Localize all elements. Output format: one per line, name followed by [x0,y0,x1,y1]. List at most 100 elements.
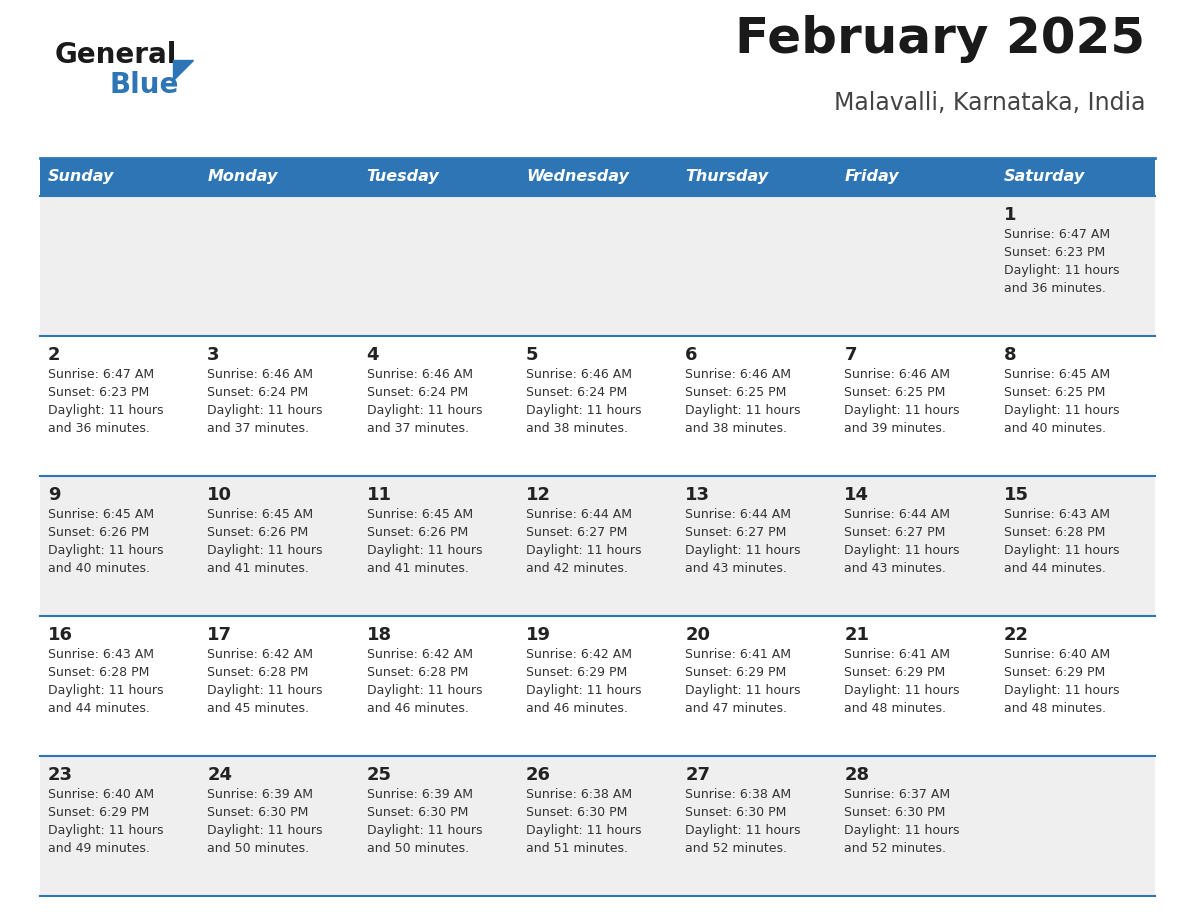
Text: Sunset: 6:23 PM: Sunset: 6:23 PM [48,386,150,399]
Text: Sunset: 6:27 PM: Sunset: 6:27 PM [526,526,627,539]
Text: Daylight: 11 hours: Daylight: 11 hours [685,404,801,417]
Text: and 37 minutes.: and 37 minutes. [207,422,309,435]
Text: and 40 minutes.: and 40 minutes. [1004,422,1106,435]
Text: Sunset: 6:27 PM: Sunset: 6:27 PM [685,526,786,539]
Text: and 38 minutes.: and 38 minutes. [526,422,627,435]
Bar [40,196,200,336]
Text: Sunset: 6:26 PM: Sunset: 6:26 PM [367,526,468,539]
Text: Sunrise: 6:43 AM: Sunrise: 6:43 AM [1004,508,1110,521]
Bar [836,196,996,336]
Bar [677,158,836,196]
Text: Daylight: 11 hours: Daylight: 11 hours [526,684,642,697]
Text: Sunrise: 6:46 AM: Sunrise: 6:46 AM [845,368,950,381]
Text: Sunset: 6:25 PM: Sunset: 6:25 PM [685,386,786,399]
Text: and 43 minutes.: and 43 minutes. [845,562,947,575]
Text: Sunrise: 6:43 AM: Sunrise: 6:43 AM [48,648,154,661]
Text: Sunrise: 6:46 AM: Sunrise: 6:46 AM [526,368,632,381]
Text: Malavalli, Karnataka, India: Malavalli, Karnataka, India [834,91,1145,115]
Text: Sunset: 6:25 PM: Sunset: 6:25 PM [845,386,946,399]
Text: Daylight: 11 hours: Daylight: 11 hours [207,684,323,697]
Text: and 48 minutes.: and 48 minutes. [1004,702,1106,715]
Text: Daylight: 11 hours: Daylight: 11 hours [367,544,482,557]
Text: Sunset: 6:28 PM: Sunset: 6:28 PM [48,666,150,679]
Text: 26: 26 [526,766,551,784]
Text: Daylight: 11 hours: Daylight: 11 hours [207,404,323,417]
Text: 17: 17 [207,626,233,644]
Text: and 47 minutes.: and 47 minutes. [685,702,788,715]
Text: Daylight: 11 hours: Daylight: 11 hours [845,824,960,837]
Text: Sunrise: 6:44 AM: Sunrise: 6:44 AM [526,508,632,521]
Text: Sunrise: 6:44 AM: Sunrise: 6:44 AM [685,508,791,521]
Bar [40,616,200,756]
Text: Daylight: 11 hours: Daylight: 11 hours [1004,544,1119,557]
Text: Sunset: 6:30 PM: Sunset: 6:30 PM [526,806,627,819]
Text: and 46 minutes.: and 46 minutes. [526,702,627,715]
Bar [200,336,359,476]
Bar [836,336,996,476]
Text: Daylight: 11 hours: Daylight: 11 hours [845,404,960,417]
Text: Sunrise: 6:39 AM: Sunrise: 6:39 AM [207,788,314,801]
Bar [359,476,518,616]
Text: Sunset: 6:30 PM: Sunset: 6:30 PM [685,806,786,819]
Bar [518,616,677,756]
Text: 22: 22 [1004,626,1029,644]
Text: 8: 8 [1004,346,1017,364]
Text: Daylight: 11 hours: Daylight: 11 hours [685,544,801,557]
Text: 25: 25 [367,766,392,784]
Text: Daylight: 11 hours: Daylight: 11 hours [367,824,482,837]
Text: February 2025: February 2025 [735,15,1145,63]
Text: and 38 minutes.: and 38 minutes. [685,422,788,435]
Text: and 52 minutes.: and 52 minutes. [845,842,947,855]
Text: Tuesday: Tuesday [367,170,440,185]
Text: Sunrise: 6:45 AM: Sunrise: 6:45 AM [207,508,314,521]
Text: and 36 minutes.: and 36 minutes. [48,422,150,435]
Bar [200,616,359,756]
Text: Sunrise: 6:38 AM: Sunrise: 6:38 AM [526,788,632,801]
Text: Sunset: 6:29 PM: Sunset: 6:29 PM [526,666,627,679]
Text: and 41 minutes.: and 41 minutes. [207,562,309,575]
Text: 19: 19 [526,626,551,644]
Text: and 41 minutes.: and 41 minutes. [367,562,468,575]
Bar [359,756,518,896]
Text: 27: 27 [685,766,710,784]
Text: and 49 minutes.: and 49 minutes. [48,842,150,855]
Text: Daylight: 11 hours: Daylight: 11 hours [1004,684,1119,697]
Bar [359,196,518,336]
Polygon shape [173,60,192,80]
Text: and 37 minutes.: and 37 minutes. [367,422,468,435]
Text: Daylight: 11 hours: Daylight: 11 hours [48,544,164,557]
Bar [518,196,677,336]
Text: 15: 15 [1004,486,1029,504]
Text: and 44 minutes.: and 44 minutes. [1004,562,1106,575]
Text: Sunrise: 6:44 AM: Sunrise: 6:44 AM [845,508,950,521]
Text: Monday: Monday [207,170,278,185]
Bar [836,616,996,756]
Text: Sunrise: 6:47 AM: Sunrise: 6:47 AM [48,368,154,381]
Text: 23: 23 [48,766,72,784]
Text: and 40 minutes.: and 40 minutes. [48,562,150,575]
Bar [836,476,996,616]
Text: Daylight: 11 hours: Daylight: 11 hours [1004,264,1119,277]
Text: and 43 minutes.: and 43 minutes. [685,562,786,575]
Text: 5: 5 [526,346,538,364]
Text: 16: 16 [48,626,72,644]
Text: Sunset: 6:24 PM: Sunset: 6:24 PM [207,386,309,399]
Text: Sunrise: 6:42 AM: Sunrise: 6:42 AM [526,648,632,661]
Bar [836,158,996,196]
Bar [996,756,1155,896]
Bar [996,336,1155,476]
Text: Sunrise: 6:40 AM: Sunrise: 6:40 AM [1004,648,1110,661]
Text: Daylight: 11 hours: Daylight: 11 hours [48,404,164,417]
Bar [677,616,836,756]
Text: Daylight: 11 hours: Daylight: 11 hours [207,544,323,557]
Bar [996,196,1155,336]
Text: Daylight: 11 hours: Daylight: 11 hours [685,824,801,837]
Text: Sunrise: 6:45 AM: Sunrise: 6:45 AM [1004,368,1110,381]
Bar [518,158,677,196]
Text: Sunset: 6:26 PM: Sunset: 6:26 PM [207,526,309,539]
Bar [518,756,677,896]
Text: Sunrise: 6:47 AM: Sunrise: 6:47 AM [1004,228,1110,241]
Bar [677,336,836,476]
Text: Saturday: Saturday [1004,170,1085,185]
Text: Sunset: 6:28 PM: Sunset: 6:28 PM [1004,526,1105,539]
